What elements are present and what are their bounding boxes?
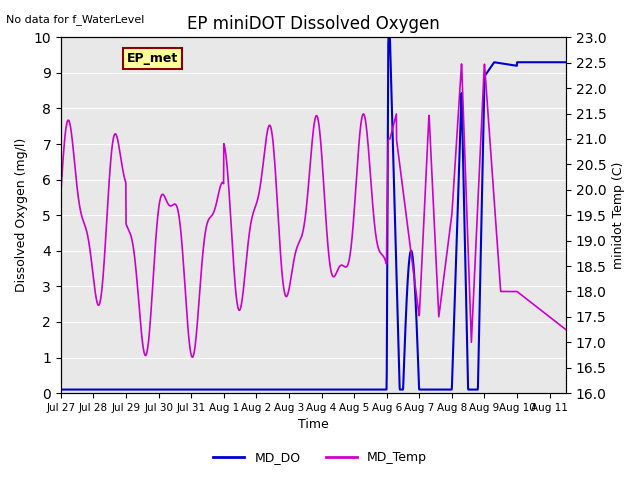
Legend: MD_DO, MD_Temp: MD_DO, MD_Temp bbox=[208, 446, 432, 469]
X-axis label: Time: Time bbox=[298, 419, 329, 432]
Text: EP_met: EP_met bbox=[127, 52, 178, 65]
Title: EP miniDOT Dissolved Oxygen: EP miniDOT Dissolved Oxygen bbox=[187, 15, 440, 33]
Y-axis label: minidot Temp (C): minidot Temp (C) bbox=[612, 162, 625, 269]
Text: No data for f_WaterLevel: No data for f_WaterLevel bbox=[6, 14, 145, 25]
Y-axis label: Dissolved Oxygen (mg/l): Dissolved Oxygen (mg/l) bbox=[15, 138, 28, 292]
